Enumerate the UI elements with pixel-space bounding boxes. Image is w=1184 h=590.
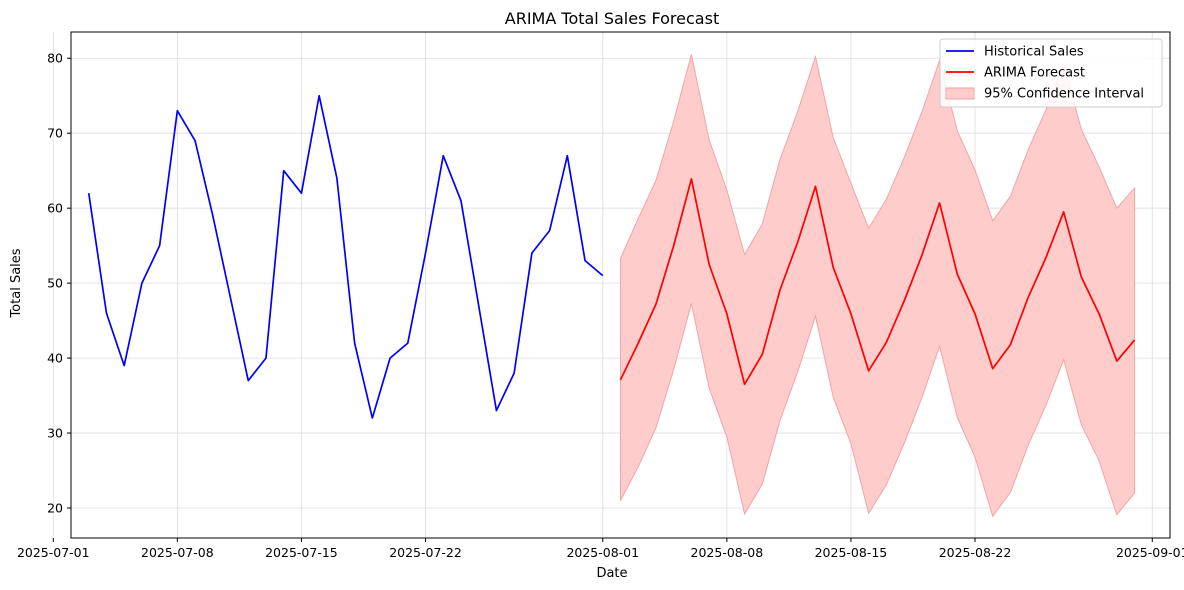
y-axis: 20 30 40 50 60 70 80 <box>47 51 71 516</box>
x-axis-label: Date <box>596 566 627 581</box>
plot-frame <box>70 31 1171 539</box>
x-tick-label: 2025-08-22 <box>939 545 1012 560</box>
historical-sales-line <box>87 94 604 419</box>
legend-entry-label: ARIMA Forecast <box>984 66 1085 81</box>
legend-box <box>939 38 1163 108</box>
y-tick-label: 40 <box>47 351 63 366</box>
y-tick-label: 20 <box>47 501 63 516</box>
x-tick-label: 2025-08-01 <box>566 545 639 560</box>
x-tick-label: 2025-08-15 <box>815 545 888 560</box>
arima-forecast-line <box>619 178 1136 386</box>
y-tick-label: 70 <box>47 126 63 141</box>
legend-entry-label: 95% Confidence Interval <box>984 87 1144 102</box>
x-tick-label: 2025-08-08 <box>691 545 764 560</box>
series-lines-layer <box>87 94 1136 419</box>
legend: Historical Sales ARIMA Forecast 95% Confid… <box>939 38 1163 108</box>
x-tick-label: 2025-07-01 <box>17 545 90 560</box>
legend-swatch-band <box>945 87 975 100</box>
legend-entry-label: Historical Sales <box>984 45 1084 60</box>
x-axis: 2025-07-01 2025-07-08 2025-07-15 2025-07-22… <box>17 538 1184 560</box>
confidence-interval-band <box>620 54 1136 518</box>
x-tick-label: 2025-07-15 <box>265 545 338 560</box>
y-tick-label: 30 <box>47 426 63 441</box>
y-axis-label: Total Sales <box>9 248 24 318</box>
x-tick-label: 2025-07-22 <box>389 545 462 560</box>
x-tick-label: 2025-09-01 <box>1116 545 1184 560</box>
x-tick-label: 2025-07-08 <box>141 545 214 560</box>
confidence-band-layer <box>620 54 1136 518</box>
y-tick-label: 50 <box>47 276 63 291</box>
y-tick-label: 80 <box>47 51 63 66</box>
chart-title: ARIMA Total Sales Forecast <box>505 9 719 28</box>
y-tick-label: 60 <box>47 201 63 216</box>
